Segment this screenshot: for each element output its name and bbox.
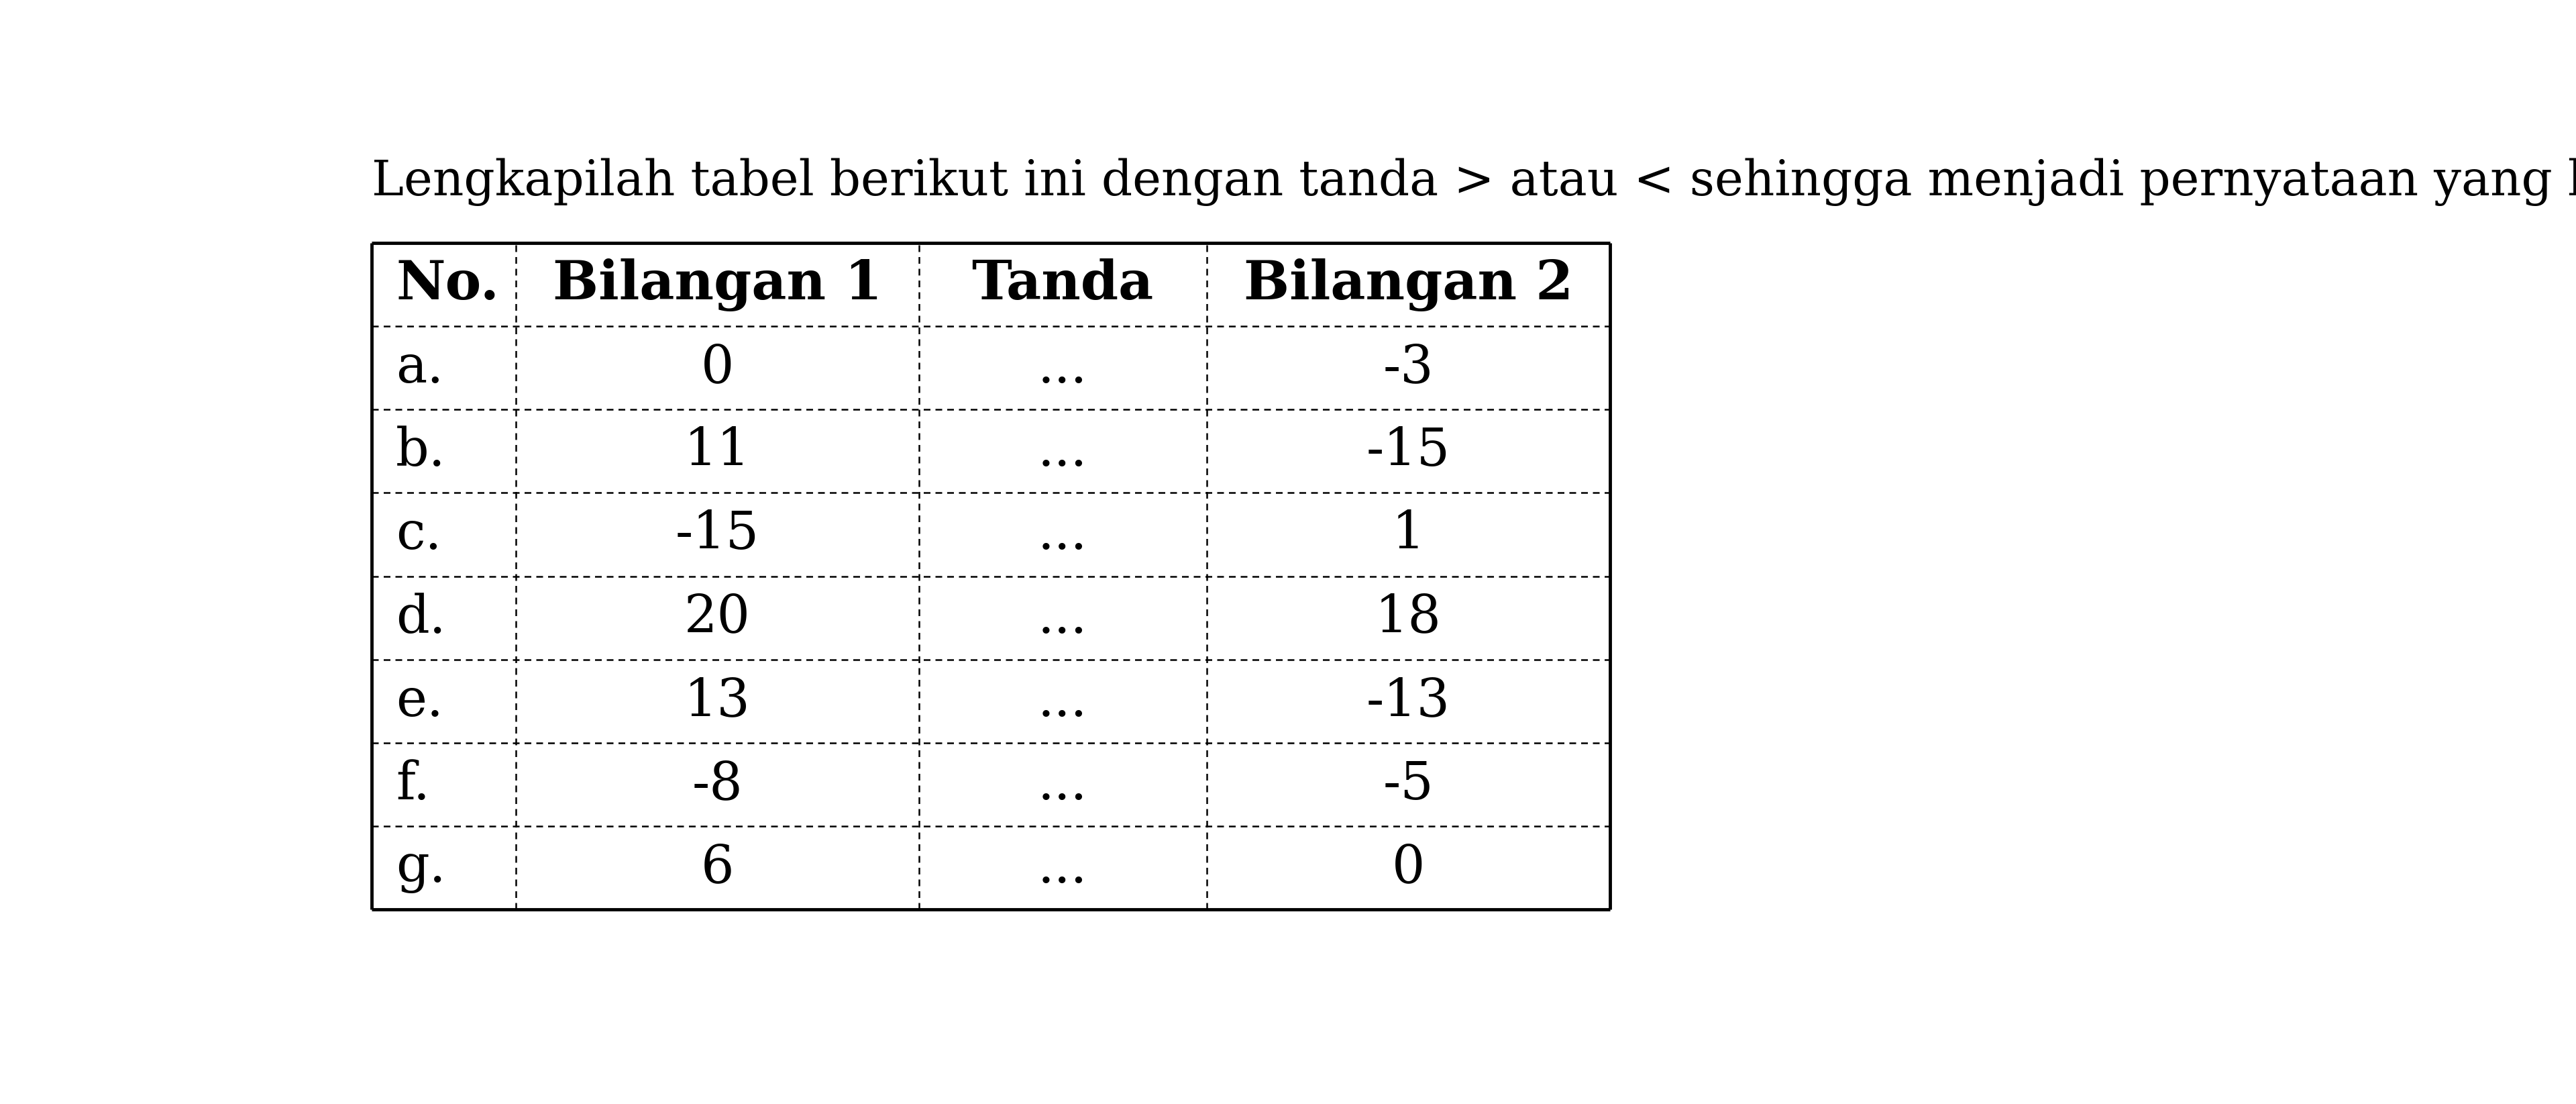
- Text: ...: ...: [1038, 593, 1087, 644]
- Text: -13: -13: [1365, 676, 1450, 726]
- Text: -15: -15: [675, 509, 760, 560]
- Text: 0: 0: [1391, 842, 1425, 893]
- Text: f.: f.: [397, 760, 430, 810]
- Text: -15: -15: [1365, 426, 1450, 477]
- Text: ...: ...: [1038, 426, 1087, 477]
- Text: a.: a.: [397, 342, 443, 393]
- Text: Bilangan 2: Bilangan 2: [1244, 258, 1574, 311]
- Text: ...: ...: [1038, 342, 1087, 393]
- Text: 6: 6: [701, 842, 734, 893]
- Text: b.: b.: [397, 426, 446, 477]
- Text: ...: ...: [1038, 760, 1087, 810]
- Text: -5: -5: [1383, 760, 1435, 810]
- Text: Bilangan 1: Bilangan 1: [554, 258, 881, 311]
- Text: e.: e.: [397, 676, 443, 726]
- Text: 18: 18: [1376, 593, 1443, 644]
- Text: g.: g.: [397, 842, 446, 893]
- Text: No.: No.: [397, 258, 500, 311]
- Text: c.: c.: [397, 509, 440, 560]
- Text: 1: 1: [1391, 509, 1425, 560]
- Text: 20: 20: [685, 593, 750, 644]
- Text: Lengkapilah tabel berikut ini dengan tanda > atau < sehingga menjadi pernyataan : Lengkapilah tabel berikut ini dengan tan…: [371, 158, 2576, 206]
- Text: Tanda: Tanda: [971, 258, 1154, 311]
- Text: d.: d.: [397, 593, 446, 644]
- Text: ...: ...: [1038, 842, 1087, 893]
- Text: 11: 11: [685, 426, 750, 477]
- Text: 0: 0: [701, 342, 734, 393]
- Text: -8: -8: [693, 760, 742, 810]
- Text: 13: 13: [685, 676, 750, 726]
- Text: ...: ...: [1038, 676, 1087, 726]
- Text: ...: ...: [1038, 509, 1087, 560]
- Text: -3: -3: [1383, 342, 1435, 393]
